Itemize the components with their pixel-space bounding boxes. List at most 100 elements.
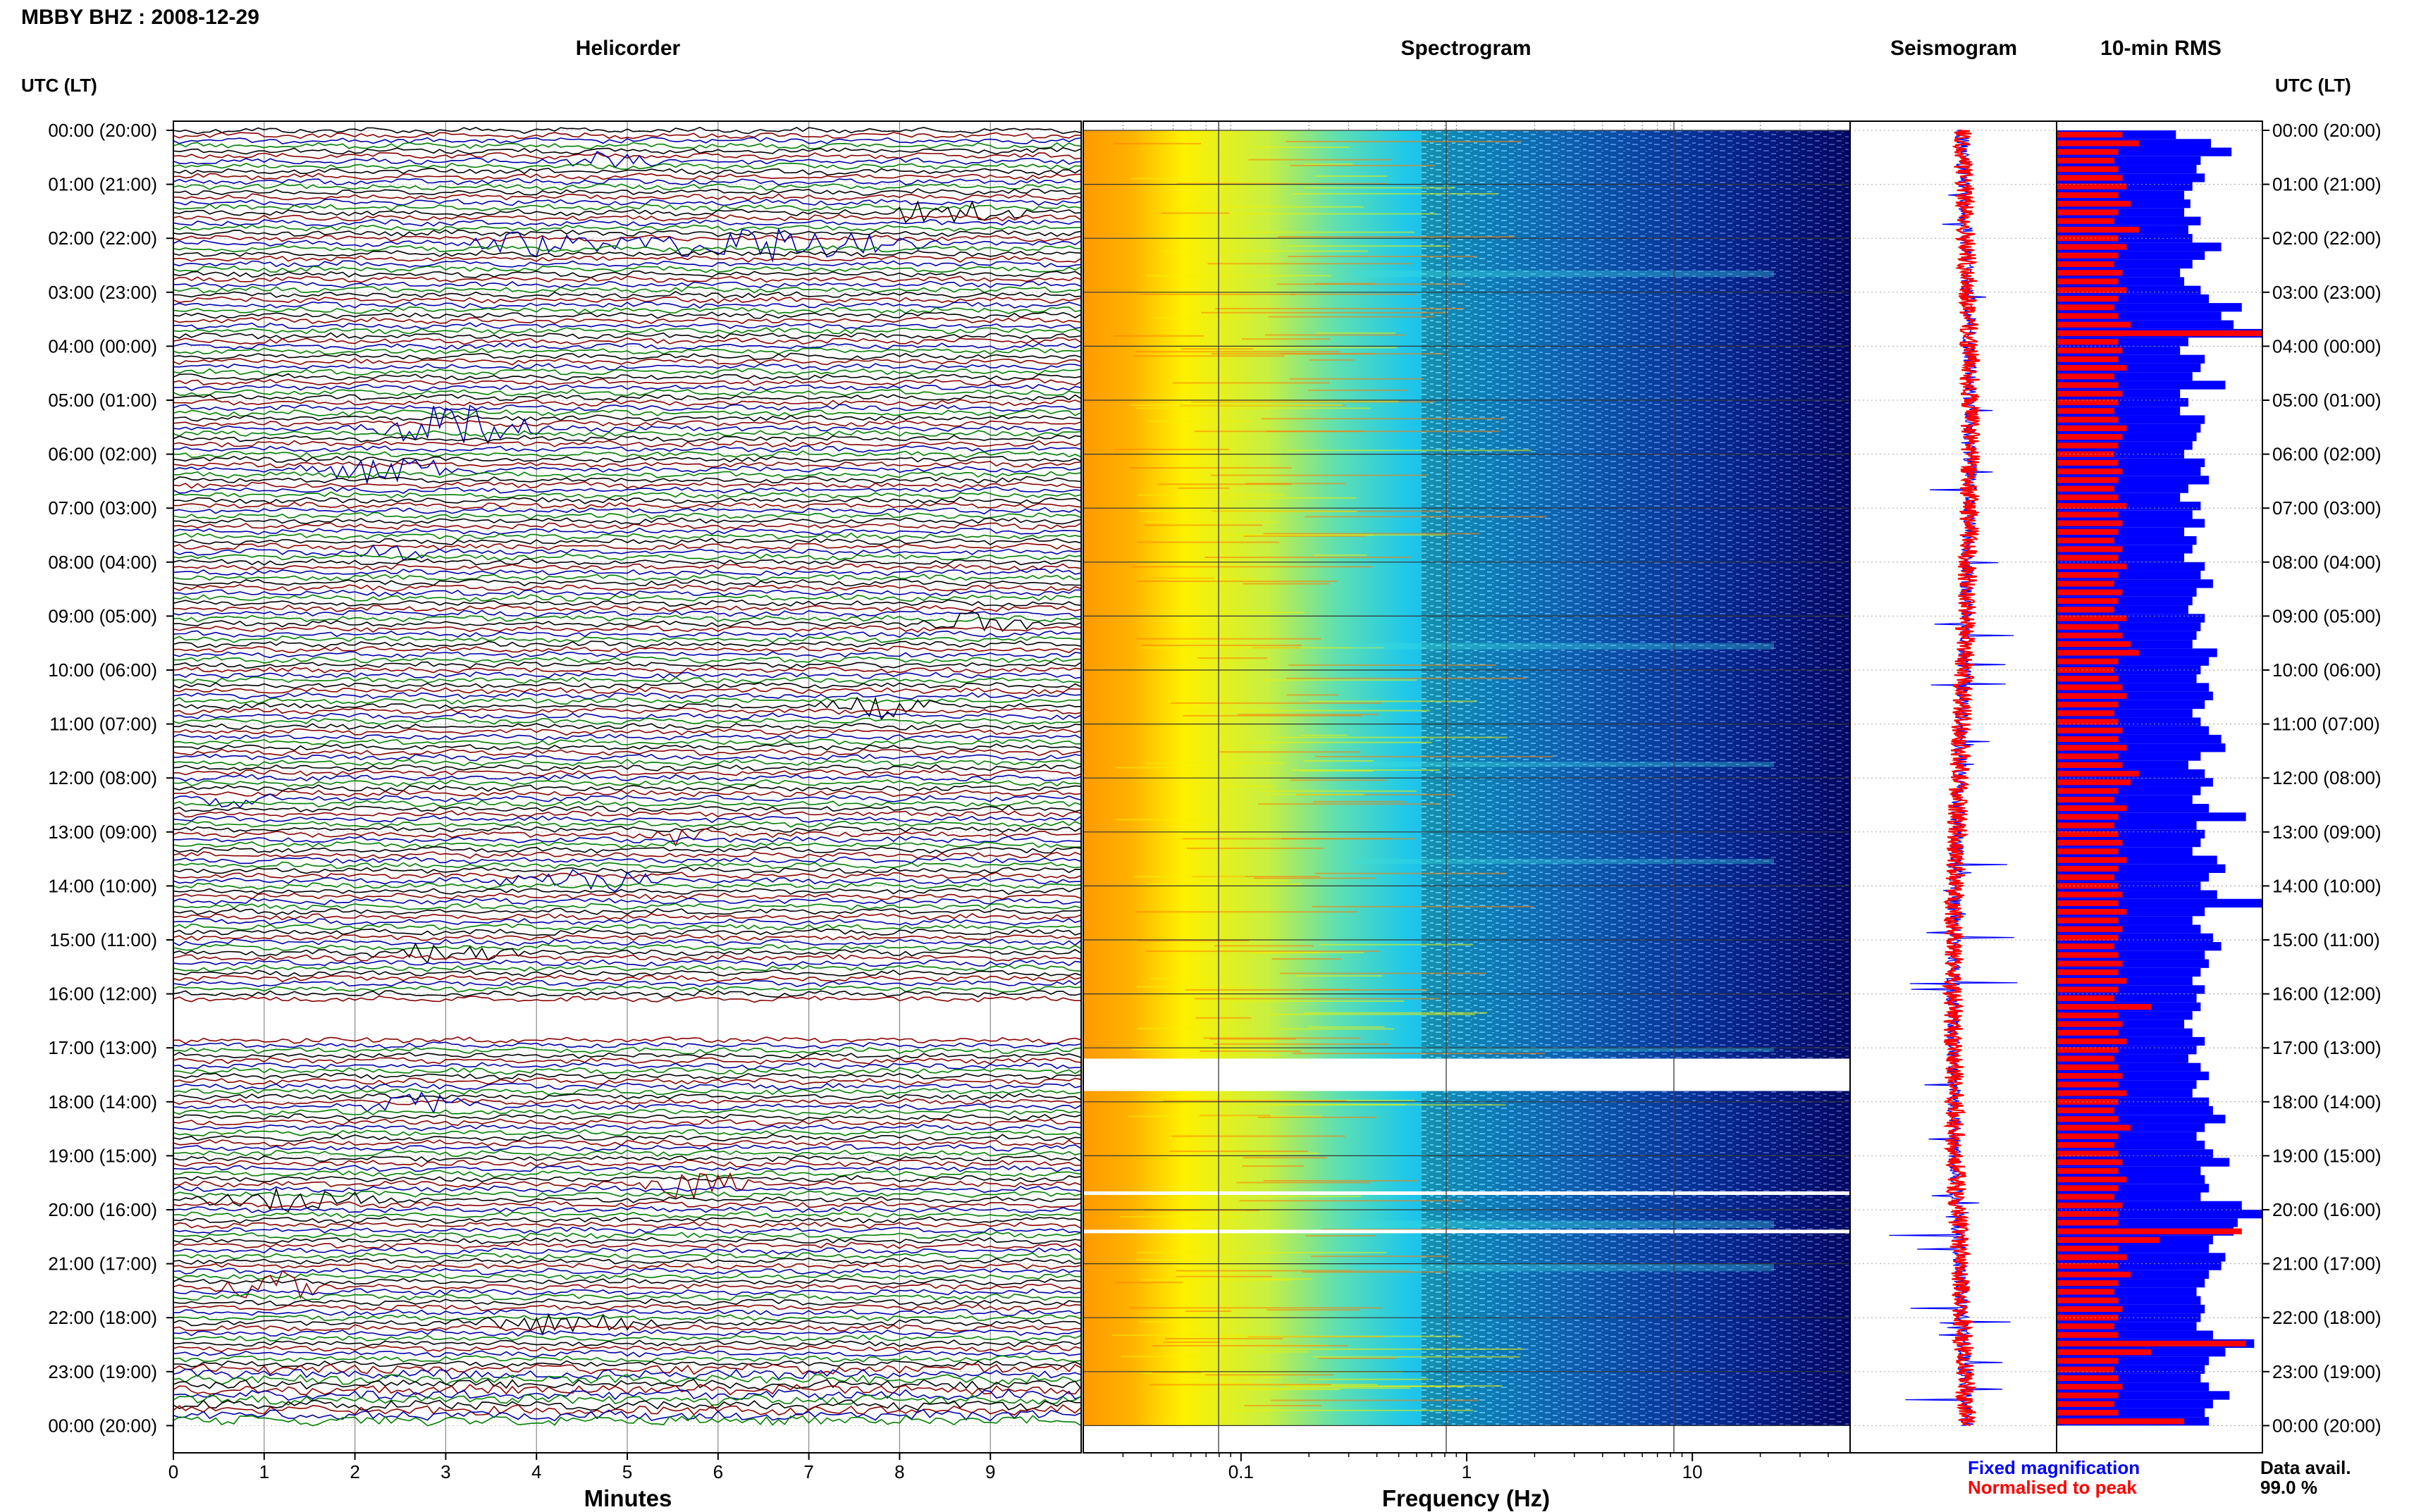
helicorder-trace-line xyxy=(173,645,1082,654)
spectrogram-streak xyxy=(1266,430,1500,433)
helicorder-trace-line xyxy=(173,126,1082,135)
data-avail-label: Data avail. xyxy=(2260,1457,2351,1478)
helicorder-trace-line xyxy=(173,327,1082,335)
helicorder-trace-line xyxy=(173,1062,1082,1070)
time-label-right: 06:00 (02:00) xyxy=(2272,444,2382,465)
helicorder-trace-line xyxy=(173,1268,1082,1275)
spectrogram-streak xyxy=(1177,206,1364,208)
frequency-axis-label: Frequency (Hz) xyxy=(1381,1485,1551,1511)
helicorder-trace-line xyxy=(173,789,1082,798)
helicorder-trace-line xyxy=(173,1216,1082,1224)
seismogram-title: Seismogram xyxy=(1890,37,2018,60)
rms-bar-normalised xyxy=(2057,865,2119,872)
helicorder-trace-line xyxy=(173,928,1082,936)
helicorder-trace-line xyxy=(173,820,1082,828)
spectrogram-streak xyxy=(1114,1282,1183,1284)
helicorder-trace-line xyxy=(173,985,1082,993)
minutes-tick-label: 9 xyxy=(985,1461,995,1482)
time-label-right: 02:00 (22:00) xyxy=(2272,228,2382,249)
time-label-left: 00:00 (20:00) xyxy=(48,120,157,141)
spectrogram-streak xyxy=(1136,541,1279,543)
helicorder-trace-line xyxy=(173,934,1082,941)
spectrogram-streak xyxy=(1145,950,1380,953)
rms-bar-normalised xyxy=(2057,494,2119,501)
spectrogram-streak xyxy=(1137,581,1338,583)
helicorder-trace-line xyxy=(173,227,1082,264)
helicorder-trace-line xyxy=(173,347,1082,355)
rms-bar-normalised xyxy=(2057,632,2123,639)
helicorder-trace-line xyxy=(173,414,1082,422)
helicorder-trace-line xyxy=(173,450,1082,458)
helicorder-trace-line xyxy=(173,404,1082,412)
helicorder-trace-line xyxy=(173,917,1082,926)
time-label-right: 20:00 (16:00) xyxy=(2272,1199,2382,1220)
time-label-left: 13:00 (09:00) xyxy=(48,822,157,843)
rms-bar-normalised xyxy=(2057,1072,2123,1079)
spectrogram-streak xyxy=(1233,1409,1474,1411)
helicorder-trace-line xyxy=(173,691,1082,700)
helicorder-trace-line xyxy=(173,774,1082,782)
rms-bar-normalised xyxy=(2057,339,2119,345)
helicorder-trace-line xyxy=(173,1329,1082,1337)
helicorder-trace-line xyxy=(173,614,1082,623)
spectrogram-streak xyxy=(1130,404,1343,406)
helicorder-trace-line xyxy=(173,1139,1082,1147)
spectrogram-streak xyxy=(1199,1115,1271,1117)
spectrogram-streak xyxy=(1245,483,1346,485)
rms-bar-normalised xyxy=(2057,995,2114,1001)
rms-bar-normalised xyxy=(2057,1409,2119,1416)
spectrogram-streak xyxy=(1145,521,1279,523)
helicorder-trace-line xyxy=(173,1324,1082,1332)
time-label-right: 10:00 (06:00) xyxy=(2272,659,2382,681)
helicorder-trace-line xyxy=(173,1118,1082,1127)
spectrogram-streak xyxy=(1243,535,1366,537)
time-label-right: 12:00 (08:00) xyxy=(2272,767,2382,788)
spectrogram-streak xyxy=(1203,1037,1361,1039)
helicorder-trace-line xyxy=(173,1072,1082,1080)
helicorder-trace-line xyxy=(173,651,1082,659)
rms-bar-normalised xyxy=(2057,805,2127,812)
time-label-left: 14:00 (10:00) xyxy=(48,875,157,896)
spectrogram-streak xyxy=(1211,353,1375,355)
rms-bar-normalised xyxy=(2057,1332,2119,1338)
spectrogram-streak xyxy=(1181,348,1253,350)
time-label-right: 04:00 (00:00) xyxy=(2272,335,2382,357)
spectrogram-streak xyxy=(1286,450,1532,452)
spectrogram-streak xyxy=(1239,1200,1462,1202)
rms-bar-normalised xyxy=(2057,459,2119,466)
time-label-left: 08:00 (04:00) xyxy=(48,552,157,573)
spectrogram-streak xyxy=(1171,1135,1346,1137)
helicorder-trace-line xyxy=(173,1232,1082,1239)
rms-bar-normalised xyxy=(2057,520,2123,526)
rms-bar-normalised xyxy=(2057,909,2127,915)
spectrogram-streak xyxy=(1183,714,1362,717)
time-label-left: 11:00 (07:00) xyxy=(49,714,157,735)
rms-bar-normalised xyxy=(2057,192,2119,199)
helicorder-trace-line xyxy=(173,1149,1082,1158)
helicorder-trace-line xyxy=(173,753,1082,762)
spectrogram-streak xyxy=(1132,1048,1232,1051)
spectrogram-energy-band xyxy=(1351,1220,1774,1229)
rms-bar-normalised xyxy=(2057,1003,2152,1010)
helicorder-trace-line xyxy=(173,1363,1082,1375)
helicorder-trace-line xyxy=(173,496,1082,504)
spectrogram-streak xyxy=(1254,877,1375,879)
helicorder-trace-line xyxy=(173,440,1082,448)
spectrogram-streak xyxy=(1249,741,1432,743)
helicorder-trace-line xyxy=(173,779,1082,788)
spectrogram-streak xyxy=(1197,657,1267,659)
rms-bar-normalised xyxy=(2057,1064,2119,1070)
spectrogram-streak xyxy=(1171,702,1382,704)
helicorder-trace-line xyxy=(173,696,1082,721)
helicorder-trace-line xyxy=(173,234,1082,242)
rms-bar-normalised xyxy=(2057,1211,2119,1217)
spectrogram-streak xyxy=(1130,467,1292,469)
spectrogram-streak xyxy=(1226,1040,1275,1042)
rms-bar-normalised xyxy=(2057,770,2139,777)
spectrogram-streak xyxy=(1314,872,1507,874)
time-label-right: 15:00 (11:00) xyxy=(2272,929,2380,950)
helicorder-trace-line xyxy=(173,476,1082,484)
helicorder-trace-line xyxy=(173,182,1082,191)
helicorder-trace-line xyxy=(173,828,1082,847)
helicorder-trace-line xyxy=(173,887,1082,896)
